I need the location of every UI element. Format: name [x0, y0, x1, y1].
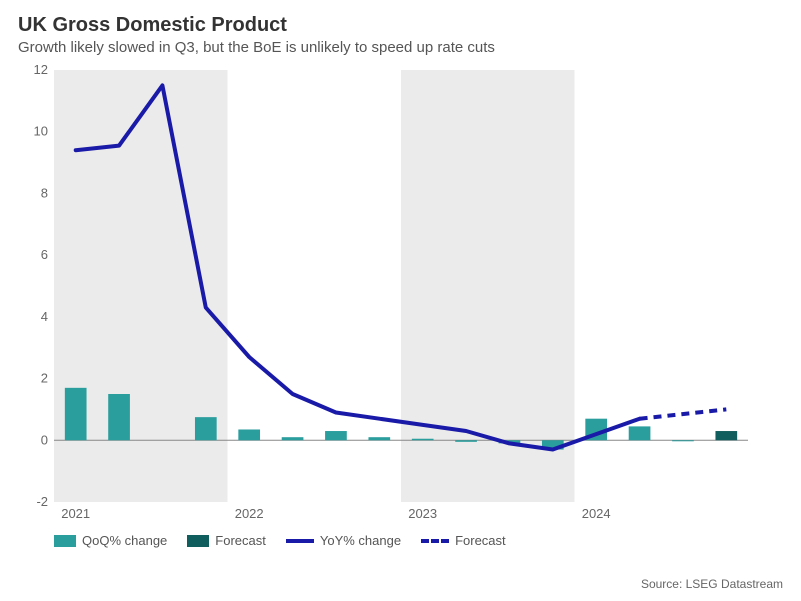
bar-actual [629, 426, 651, 440]
source-label: Source: LSEG Datastream [641, 577, 783, 591]
x-year-label: 2023 [408, 506, 437, 521]
yoy-line-forecast [640, 409, 727, 418]
x-year-label: 2021 [61, 506, 90, 521]
legend-item: YoY% change [286, 533, 401, 548]
bar-actual [412, 439, 434, 441]
bar-actual [238, 429, 260, 440]
chart-plot: -2 0 2 4 6 8 10 12 2021 2022 2023 2024 [18, 64, 783, 529]
y-tick-label: 0 [41, 432, 48, 447]
bar-actual [672, 440, 694, 441]
x-year-label: 2024 [582, 506, 611, 521]
legend-swatch-line [286, 539, 314, 543]
chart-svg: -2 0 2 4 6 8 10 12 2021 2022 2023 2024 [18, 64, 758, 524]
bar-actual [195, 417, 217, 440]
y-tick-label: -2 [36, 494, 48, 509]
legend-item: Forecast [421, 533, 506, 548]
legend-item: Forecast [187, 533, 266, 548]
bar-actual [65, 388, 87, 440]
bar-actual [455, 440, 477, 442]
chart-container: UK Gross Domestic Product Growth likely … [0, 0, 801, 601]
bar-actual [108, 394, 130, 440]
legend-swatch-bar [187, 535, 209, 547]
y-tick-label: 4 [41, 309, 48, 324]
legend-swatch-bar [54, 535, 76, 547]
legend-label: Forecast [215, 533, 266, 548]
legend-label: Forecast [455, 533, 506, 548]
bar-actual [325, 431, 347, 440]
legend-item: QoQ% change [54, 533, 167, 548]
y-tick-label: 2 [41, 371, 48, 386]
y-tick-label: 10 [34, 124, 48, 139]
chart-title: UK Gross Domestic Product [18, 14, 783, 37]
y-tick-label: 6 [41, 247, 48, 262]
y-tick-label: 12 [34, 64, 48, 77]
legend-label: QoQ% change [82, 533, 167, 548]
bar-forecast [715, 431, 737, 440]
legend-label: YoY% change [320, 533, 401, 548]
y-tick-label: 8 [41, 185, 48, 200]
bar-actual [282, 437, 304, 440]
legend-swatch-line [421, 539, 449, 543]
chart-subtitle: Growth likely slowed in Q3, but the BoE … [18, 39, 783, 56]
legend: QoQ% change Forecast YoY% change Forecast [54, 533, 783, 548]
x-year-label: 2022 [235, 506, 264, 521]
bar-actual [368, 437, 390, 440]
